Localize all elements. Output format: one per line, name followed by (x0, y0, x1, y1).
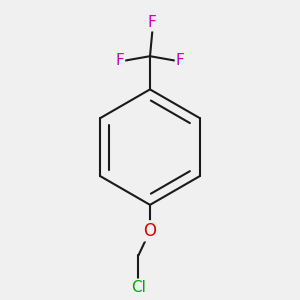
Text: F: F (148, 15, 157, 30)
Text: O: O (143, 222, 157, 240)
Text: Cl: Cl (131, 280, 146, 295)
Text: F: F (176, 53, 185, 68)
Text: F: F (115, 53, 124, 68)
